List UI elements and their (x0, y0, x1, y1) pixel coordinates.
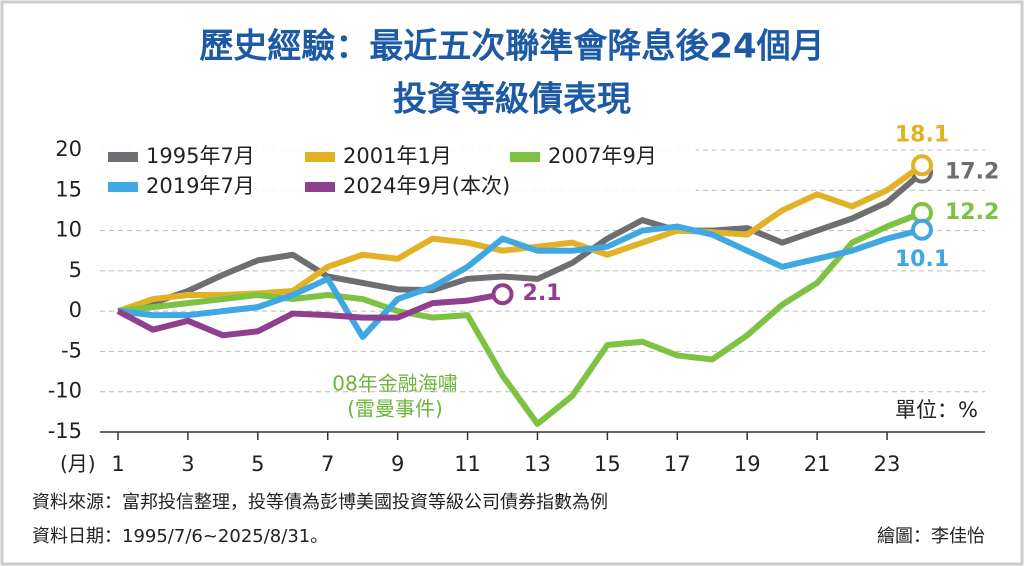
chart-title: 投資等級債表現 (393, 80, 631, 120)
y-tick-label: 15 (55, 177, 82, 201)
series-line (116, 291, 504, 339)
data-label: 2.1 (523, 281, 562, 306)
y-tick-label: 5 (69, 258, 82, 282)
end-marker (491, 283, 514, 306)
legend-label: 1995年7月 (146, 144, 255, 168)
data-label: 10.1 (895, 247, 949, 272)
series-line (117, 223, 923, 340)
data-label: 18.1 (895, 122, 949, 147)
y-tick-label: 10 (55, 218, 82, 242)
unit-label: 單位：% (895, 398, 978, 422)
x-tick-label: 1 (111, 452, 124, 476)
x-tick-label: 13 (524, 452, 551, 476)
y-tick-label: -10 (48, 379, 82, 403)
x-tick-label: 21 (804, 452, 831, 476)
x-tick-label: 19 (734, 452, 761, 476)
source: 資料日期：1995/7/6~2025/8/31。 (32, 526, 328, 547)
x-tick-label: 3 (181, 452, 194, 476)
legend-label: 2001年1月 (343, 144, 452, 168)
annotation: (雷曼事件) (347, 397, 443, 421)
x-tick-label: 11 (454, 452, 481, 476)
x-axis-label: (月) (60, 452, 96, 476)
x-tick-label: 5 (251, 452, 264, 476)
end-marker (911, 154, 933, 177)
x-tick-label: 23 (874, 452, 901, 476)
credit: 繪圖：李佳怡 (877, 526, 985, 547)
legend-box (96, 138, 696, 206)
y-tick-label: -5 (61, 338, 82, 362)
legend-label: 2019年7月 (146, 174, 255, 198)
legend-label: 2024年9月(本次) (343, 174, 510, 198)
data-label: 12.2 (945, 200, 999, 225)
y-tick-label: -15 (48, 419, 82, 443)
legend-label: 2007年9月 (548, 144, 657, 168)
y-tick-label: 0 (69, 298, 82, 322)
x-tick-label: 15 (594, 452, 621, 476)
source: 資料來源：富邦投信整理，投等債為彭博美國投資等級公司債券指數為例 (32, 492, 608, 513)
x-tick-label: 17 (664, 452, 691, 476)
chart-title: 歷史經驗：最近五次聯準會降息後24個月 (199, 27, 824, 67)
data-label: 17.2 (945, 160, 999, 185)
series-line (117, 170, 924, 315)
x-tick-label: 9 (391, 452, 404, 476)
series-line (117, 210, 924, 427)
y-tick-label: 20 (55, 137, 82, 161)
x-tick-label: 7 (321, 452, 334, 476)
end-marker (911, 218, 933, 241)
annotation: 08年金融海嘯 (332, 372, 457, 396)
